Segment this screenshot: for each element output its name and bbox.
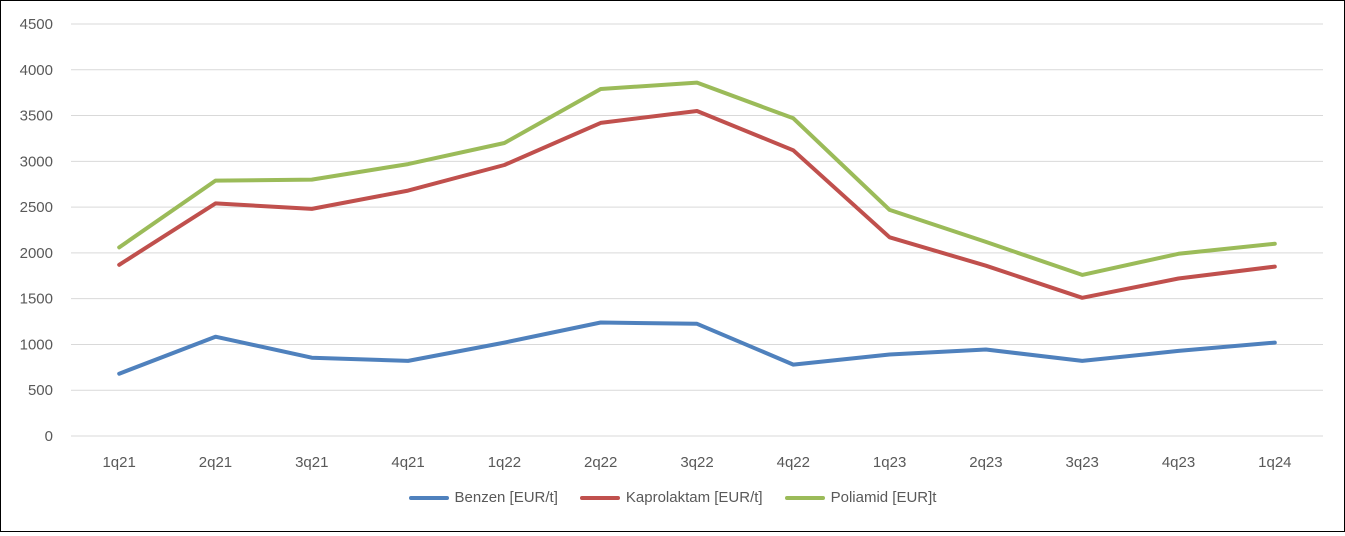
series-line-kaprolaktam bbox=[117, 109, 1277, 300]
x-tick-label: 4q23 bbox=[1162, 454, 1195, 471]
y-tick-label: 500 bbox=[28, 382, 53, 399]
y-tick-label: 2500 bbox=[20, 199, 53, 216]
legend: Benzen [EUR/t] Kaprolaktam [EUR/t] Polia… bbox=[1, 489, 1344, 506]
x-tick-label: 1q23 bbox=[873, 454, 906, 471]
x-tick-label: 1q21 bbox=[102, 454, 135, 471]
legend-item-benzen[interactable]: Benzen [EUR/t] bbox=[408, 489, 558, 506]
y-tick-label: 3000 bbox=[20, 153, 53, 170]
x-axis-tick-labels: 1q21 2q21 3q21 4q21 1q22 2q22 3q22 4q22 1q23 2q23… bbox=[102, 454, 1291, 471]
x-tick-label: 4q21 bbox=[391, 454, 424, 471]
legend-label-kaprolaktam: Kaprolaktam [EUR/t] bbox=[625, 489, 763, 506]
legend-swatch-poliamid bbox=[784, 495, 825, 500]
x-tick-label: 3q21 bbox=[295, 454, 328, 471]
y-tick-label: 2000 bbox=[20, 245, 53, 262]
x-tick-label: 4q22 bbox=[777, 454, 810, 471]
legend-item-kaprolaktam[interactable]: Kaprolaktam [EUR/t] bbox=[579, 489, 763, 506]
x-tick-label: 1q22 bbox=[488, 454, 521, 471]
legend-label-poliamid: Poliamid [EUR]t bbox=[830, 489, 937, 506]
y-tick-label: 0 bbox=[45, 428, 53, 445]
series-line-benzen bbox=[117, 320, 1277, 376]
x-tick-label: 1q24 bbox=[1258, 454, 1291, 471]
legend-swatch-benzen bbox=[408, 495, 449, 500]
x-tick-label: 3q22 bbox=[680, 454, 713, 471]
series-line-poliamid bbox=[117, 80, 1277, 277]
y-tick-label: 1000 bbox=[20, 336, 53, 353]
legend-label-benzen: Benzen [EUR/t] bbox=[454, 489, 558, 506]
y-axis-tick-labels: 0 500 1000 1500 2000 2500 3000 3500 4000 4500 bbox=[20, 16, 53, 445]
y-tick-label: 4000 bbox=[20, 62, 53, 79]
y-tick-label: 1500 bbox=[20, 291, 53, 308]
y-tick-label: 3500 bbox=[20, 108, 53, 125]
legend-swatch-kaprolaktam bbox=[579, 495, 620, 500]
x-tick-label: 2q22 bbox=[584, 454, 617, 471]
x-tick-label: 2q23 bbox=[969, 454, 1002, 471]
x-tick-label: 3q23 bbox=[1066, 454, 1099, 471]
x-tick-label: 2q21 bbox=[199, 454, 232, 471]
legend-item-poliamid[interactable]: Poliamid [EUR]t bbox=[784, 489, 937, 506]
y-tick-label: 4500 bbox=[20, 16, 53, 33]
gridlines bbox=[71, 23, 1323, 437]
series-lines bbox=[117, 80, 1277, 376]
